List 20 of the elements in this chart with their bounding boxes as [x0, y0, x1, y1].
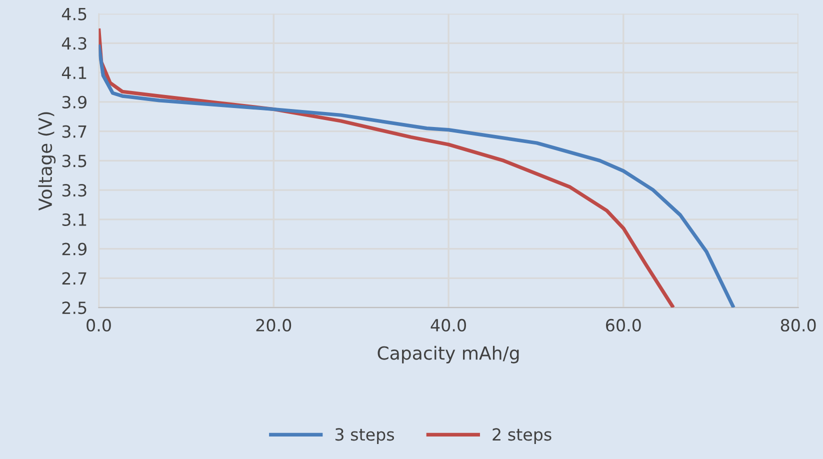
y-tick-label: 3.1: [62, 213, 86, 226]
y-tick-label: 2.5: [62, 301, 86, 314]
legend-label: 3 steps: [335, 428, 394, 444]
y-tick-label: 3.5: [62, 154, 86, 168]
x-tick-label: 60.0: [606, 318, 641, 332]
x-tick-label: 0.0: [86, 318, 111, 332]
y-tick-label: 3.3: [62, 184, 86, 197]
x-axis-title: Capacity mAh/g: [378, 346, 519, 364]
y-tick-label: 2.7: [62, 272, 86, 284]
y-axis-title: Voltage (V): [38, 112, 56, 210]
y-tick-label: 4.1: [62, 66, 86, 79]
x-tick-label: 20.0: [256, 318, 292, 332]
x-tick-label: 40.0: [430, 318, 466, 332]
x-tick-label: 80.0: [780, 318, 816, 332]
y-tick-label: 4.5: [62, 8, 86, 20]
legend-label: 2 steps: [492, 428, 552, 444]
y-tick-label: 2.9: [62, 242, 86, 256]
y-tick-label: 3.7: [62, 125, 86, 138]
y-tick-label: 4.3: [62, 37, 86, 50]
y-tick-label: 3.9: [62, 96, 86, 108]
